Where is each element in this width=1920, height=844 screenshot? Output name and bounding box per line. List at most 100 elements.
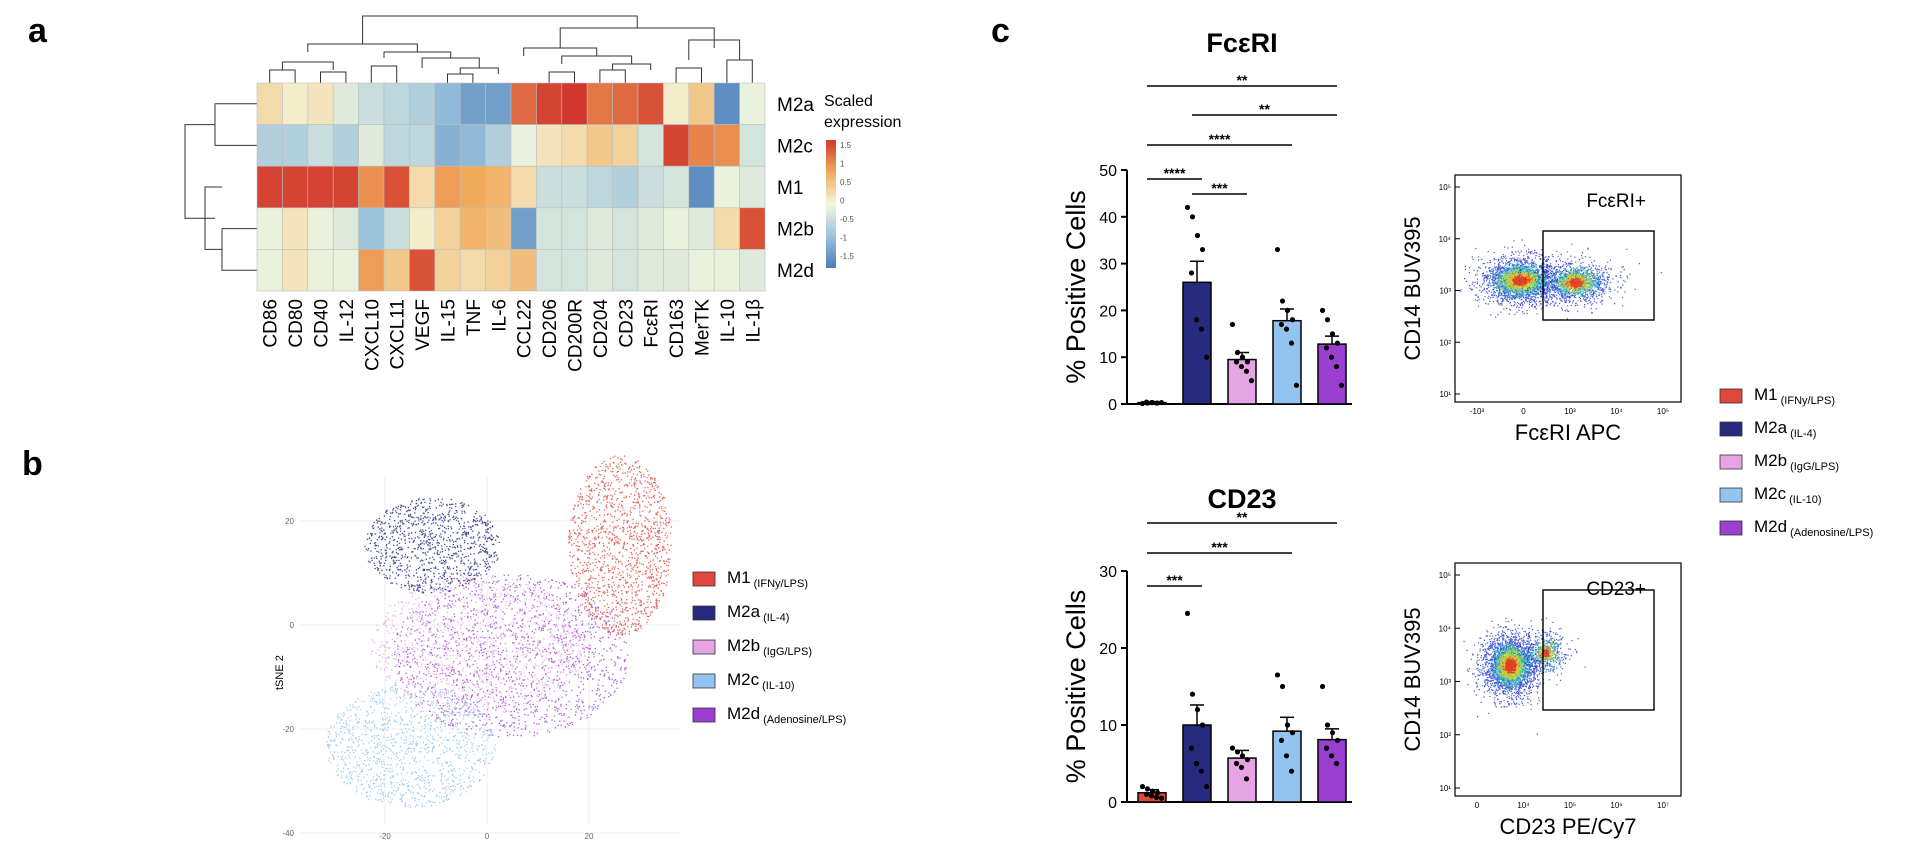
tsne-y-tick: 20 xyxy=(285,517,294,526)
bar-data-point xyxy=(1158,795,1165,801)
heatmap-cell xyxy=(409,249,436,292)
heatmap-cell xyxy=(612,249,639,292)
heatmap-cell xyxy=(510,207,537,250)
legend-swatch-m1 xyxy=(1719,388,1743,404)
bar-data-point xyxy=(1293,382,1300,388)
dendrogram-branch xyxy=(214,103,257,146)
heatmap-column-label: CD40 xyxy=(312,299,333,348)
scale-tick-label: 1 xyxy=(840,160,845,169)
tsne-y-tick: -20 xyxy=(282,725,294,734)
heatmap-cell xyxy=(713,207,740,250)
dendrogram-branch xyxy=(447,73,474,83)
bar-m2b xyxy=(1227,757,1257,803)
legend-swatch-m1 xyxy=(692,571,716,587)
scale-tick-label: 0.5 xyxy=(840,178,852,187)
bar-data-point xyxy=(1338,382,1345,388)
heatmap-row-label: M1 xyxy=(777,178,803,199)
legend-label-m1: M1 (IFNy/LPS) xyxy=(1754,385,1835,407)
cd23-flow-plot: 10⁵ 10⁴ 10³ 10² 10¹ 0 10⁴ 10⁵ 10⁶ 10⁷ CD14 BUV395 C… xyxy=(1400,562,1682,839)
tsne-legend: M1 (IFNy/LPS) M2a (IL-4) M2b (IgG/LPS) M2c (IL-… xyxy=(692,568,846,726)
heatmap-cell xyxy=(688,124,715,167)
heatmap-cells xyxy=(256,82,766,292)
flow-x-tick: 10⁵ xyxy=(1564,801,1576,810)
bar-m2a xyxy=(1182,281,1212,405)
heatmap-cell xyxy=(332,249,359,292)
heatmap-cell xyxy=(612,124,639,167)
bar-data-point xyxy=(1333,363,1340,370)
panel-label-a: a xyxy=(28,12,48,50)
tsne-y-tick: 0 xyxy=(290,621,295,630)
bar-y-axis-label: % Positive Cells xyxy=(1061,190,1091,384)
heatmap-column-label: CD204 xyxy=(591,299,612,359)
heatmap-row-label: M2a xyxy=(777,95,814,116)
heatmap-cell xyxy=(282,124,309,167)
bar-data-point xyxy=(1248,378,1255,384)
tsne-grid xyxy=(300,475,680,834)
heatmap-cell xyxy=(739,82,766,125)
heatmap-column-label: CCL22 xyxy=(515,299,536,358)
heatmap-cell xyxy=(256,249,283,292)
flow-x-tick: 10⁴ xyxy=(1517,801,1530,810)
legend-label-m2c: M2c (IL-10) xyxy=(727,670,795,692)
legend-swatch-m2b xyxy=(692,639,716,655)
dendrogram-branch xyxy=(548,71,575,83)
flow-gate-label: CD23+ xyxy=(1586,579,1646,600)
bar-data-point xyxy=(1334,340,1341,346)
heatmap-row-label: M2c xyxy=(777,136,813,157)
tsne-y-axis-label: tSNE 2 xyxy=(274,655,286,690)
bar-data-point xyxy=(1278,737,1285,744)
heatmap-cell xyxy=(739,124,766,167)
dendrogram-branch xyxy=(612,63,652,70)
heatmap-cell xyxy=(282,207,309,250)
bar-data-point xyxy=(1289,317,1296,323)
flow-x-axis-label: FcεRI APC xyxy=(1515,420,1621,445)
heatmap-cell xyxy=(383,165,410,209)
flow-y-tick: 10² xyxy=(1439,338,1451,347)
dendrogram-branch xyxy=(269,69,296,83)
heatmap-scale-title-line2: expression xyxy=(824,114,901,131)
heatmap-cell xyxy=(637,124,664,167)
bar-data-point xyxy=(1148,399,1155,406)
heatmap-cell xyxy=(256,82,283,125)
scale-tick-label: 1.5 xyxy=(840,141,852,150)
bar-data-point xyxy=(1199,722,1206,728)
heatmap-cell xyxy=(663,82,690,125)
heatmap-cell xyxy=(383,82,410,125)
tsne-cluster-m2c xyxy=(326,683,496,809)
heatmap-cell xyxy=(434,249,461,292)
bar-y-tick-label: 50 xyxy=(1099,163,1117,180)
bar-data-point xyxy=(1288,768,1295,774)
dendrogram-branch xyxy=(383,51,452,58)
scale-tick-label: -1 xyxy=(840,234,848,243)
bar-data-point xyxy=(1198,768,1205,774)
heatmap-cell xyxy=(536,82,563,125)
heatmap-column-label: FcεRI xyxy=(642,299,663,348)
bar-data-point xyxy=(1279,298,1286,304)
dendrogram-branch xyxy=(320,71,347,83)
heatmap-cell xyxy=(383,124,410,167)
heatmap-cell xyxy=(561,165,588,209)
flow-x-tick: 0 xyxy=(1521,407,1526,416)
legend-label-m2d: M2d (Adenosine/LPS) xyxy=(727,704,846,726)
bar-y-tick-label: 0 xyxy=(1108,397,1117,414)
heatmap-cell xyxy=(688,165,715,209)
heatmap-cell xyxy=(536,249,563,292)
heatmap-cell xyxy=(256,124,283,167)
heatmap-cell xyxy=(510,82,537,125)
heatmap-cell xyxy=(510,124,537,167)
bar-data-point xyxy=(1229,321,1236,328)
flow-events-sparse xyxy=(1459,239,1607,321)
tsne-cluster-m1 xyxy=(568,455,672,636)
bar-data-point xyxy=(1323,745,1330,751)
heatmap-cell xyxy=(663,207,690,250)
heatmap-cell xyxy=(561,82,588,125)
flow-y-tick: 10¹ xyxy=(1439,390,1451,399)
bar-data-point xyxy=(1328,753,1335,759)
heatmap-column-label: CXCL10 xyxy=(362,299,383,371)
heatmap-cell xyxy=(713,124,740,167)
legend-label-m2c: M2c (IL-10) xyxy=(1754,484,1822,506)
bar-data-point xyxy=(1229,745,1236,751)
bar-y-axis-label: % Positive Cells xyxy=(1061,590,1091,784)
fceri-flow-plot: 10⁵ 10⁴ 10³ 10² 10¹ -10³ 0 10³ 10⁴ 10⁵ CD14 BUV395… xyxy=(1400,174,1682,445)
bar-y-tick-label: 30 xyxy=(1099,564,1117,581)
